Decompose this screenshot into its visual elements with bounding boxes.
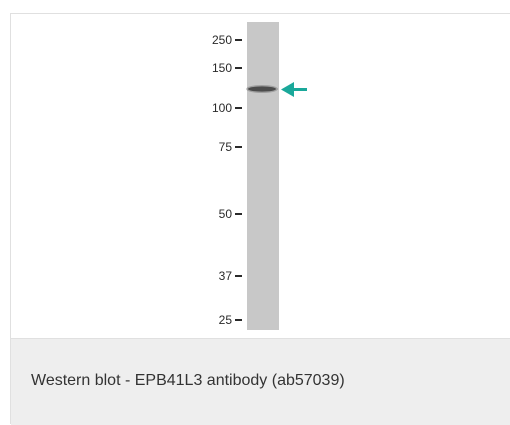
marker-tick-50 (235, 213, 242, 215)
marker-label-25: 25 (219, 313, 233, 327)
caption-panel: Western blot - EPB41L3 antibody (ab57039… (11, 339, 510, 425)
blot-lane (247, 22, 279, 330)
protein-band (248, 86, 276, 92)
marker-tick-250 (235, 39, 242, 41)
figure-card: 250 150 100 75 50 37 25 Western blot - E… (10, 13, 510, 425)
marker-label-75: 75 (219, 140, 233, 154)
blot-svg: 250 150 100 75 50 37 25 (212, 22, 307, 330)
figure-caption: Western blot - EPB41L3 antibody (ab57039… (31, 372, 345, 389)
marker-label-150: 150 (212, 61, 232, 75)
marker-label-50: 50 (219, 207, 233, 221)
western-blot-image[interactable]: 250 150 100 75 50 37 25 (11, 14, 510, 339)
marker-label-250: 250 (212, 33, 232, 47)
marker-label-100: 100 (212, 101, 232, 115)
marker-tick-37 (235, 275, 242, 277)
marker-tick-25 (235, 319, 242, 321)
band-arrow-icon (281, 82, 307, 97)
marker-tick-75 (235, 146, 242, 148)
protein-band-halo (246, 85, 278, 93)
marker-label-37: 37 (219, 269, 233, 283)
marker-tick-100 (235, 107, 242, 109)
marker-tick-150 (235, 67, 242, 69)
